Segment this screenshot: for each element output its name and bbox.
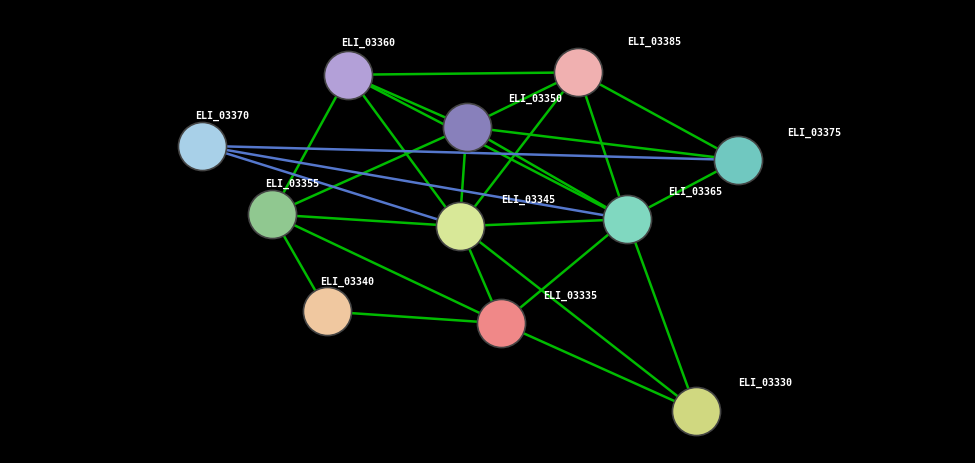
Text: ELI_03330: ELI_03330 (738, 377, 793, 388)
Point (320, 308, 335, 315)
Text: ELI_03370: ELI_03370 (195, 110, 249, 120)
Text: ELI_03360: ELI_03360 (341, 38, 395, 48)
Point (264, 211, 280, 219)
Text: ELI_03340: ELI_03340 (321, 276, 374, 287)
Text: ELI_03355: ELI_03355 (264, 179, 319, 189)
Text: ELI_03345: ELI_03345 (501, 194, 556, 204)
Point (493, 320, 509, 327)
Text: ELI_03385: ELI_03385 (627, 37, 681, 47)
Point (570, 69, 586, 77)
Point (451, 223, 467, 231)
Text: ELI_03365: ELI_03365 (669, 187, 722, 197)
Point (688, 407, 704, 415)
Point (340, 72, 356, 79)
Point (459, 124, 475, 131)
Text: ELI_03350: ELI_03350 (508, 94, 563, 104)
Text: ELI_03335: ELI_03335 (543, 290, 598, 300)
Point (619, 216, 635, 223)
Text: ELI_03375: ELI_03375 (787, 128, 841, 138)
Point (194, 143, 210, 150)
Point (730, 157, 746, 164)
